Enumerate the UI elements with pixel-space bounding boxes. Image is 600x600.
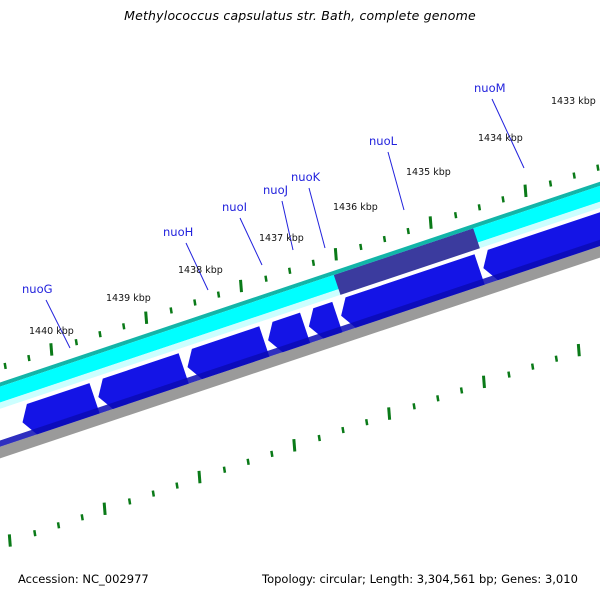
gene-track-shading: [0, 158, 600, 520]
gene-label-nuoH[interactable]: nuoH: [163, 225, 193, 239]
gene-label-nuoJ[interactable]: nuoJ: [263, 183, 288, 197]
kbp-label-1437: 1437 kbp: [259, 233, 304, 244]
genome-summary-text: Topology: circular; Length: 3,304,561 bp…: [262, 572, 578, 586]
kbp-label-1439: 1439 kbp: [106, 293, 151, 304]
leader-line-nuoH: [185, 242, 209, 291]
gene-arrow[interactable]: [93, 353, 189, 412]
track-gutter: [0, 129, 600, 490]
tick-row-lower: [7, 343, 581, 547]
gene-label-nuoG[interactable]: nuoG: [22, 282, 53, 296]
kbp-label-1440: 1440 kbp: [29, 326, 74, 337]
gene-label-nuoL[interactable]: nuoL: [369, 134, 398, 148]
track-shadow: [0, 164, 600, 530]
backbone-highlight: [0, 124, 600, 486]
leader-line-group: [45, 98, 525, 349]
tick-row-upper: [3, 164, 600, 370]
gene-arrow[interactable]: [182, 326, 270, 382]
kbp-label-1438: 1438 kbp: [178, 265, 223, 276]
leader-line-nuoL: [387, 151, 405, 211]
kbp-label-1433: 1433 kbp: [551, 96, 596, 107]
gene-label-nuoI[interactable]: nuoI: [222, 200, 247, 214]
leader-line-nuoG: [45, 299, 71, 349]
track-group: [0, 106, 600, 547]
gene-label-nuoK[interactable]: nuoK: [291, 170, 321, 184]
gene-label-nuoM[interactable]: nuoM: [474, 81, 506, 95]
page-title: Methylococcus capsulatus str. Bath, comp…: [124, 8, 476, 23]
leader-line-nuoK: [308, 187, 326, 249]
rotated-track: [0, 106, 600, 547]
leader-line-nuoJ: [281, 200, 294, 251]
backbone-top-edge: [0, 106, 600, 466]
gene-arrow[interactable]: [336, 254, 485, 331]
leader-line-nuoI: [239, 217, 263, 266]
leader-line-nuoM: [491, 98, 525, 169]
gene-label-group: nuoG nuoH nuoI nuoJ nuoK nuoL nuoM: [22, 81, 506, 296]
kbp-label-group: 1433 kbp 1434 kbp 1435 kbp 1436 kbp 1437…: [29, 96, 596, 337]
kbp-label-1434: 1434 kbp: [478, 133, 523, 144]
accession-text: Accession: NC_002977: [18, 572, 149, 586]
kbp-label-1436: 1436 kbp: [333, 202, 378, 213]
navy-feature-segment: [333, 228, 480, 295]
gene-arrow[interactable]: [478, 184, 600, 283]
backbone-body: [0, 109, 600, 480]
gene-arrow[interactable]: [17, 383, 100, 437]
kbp-label-1435: 1435 kbp: [406, 167, 451, 178]
